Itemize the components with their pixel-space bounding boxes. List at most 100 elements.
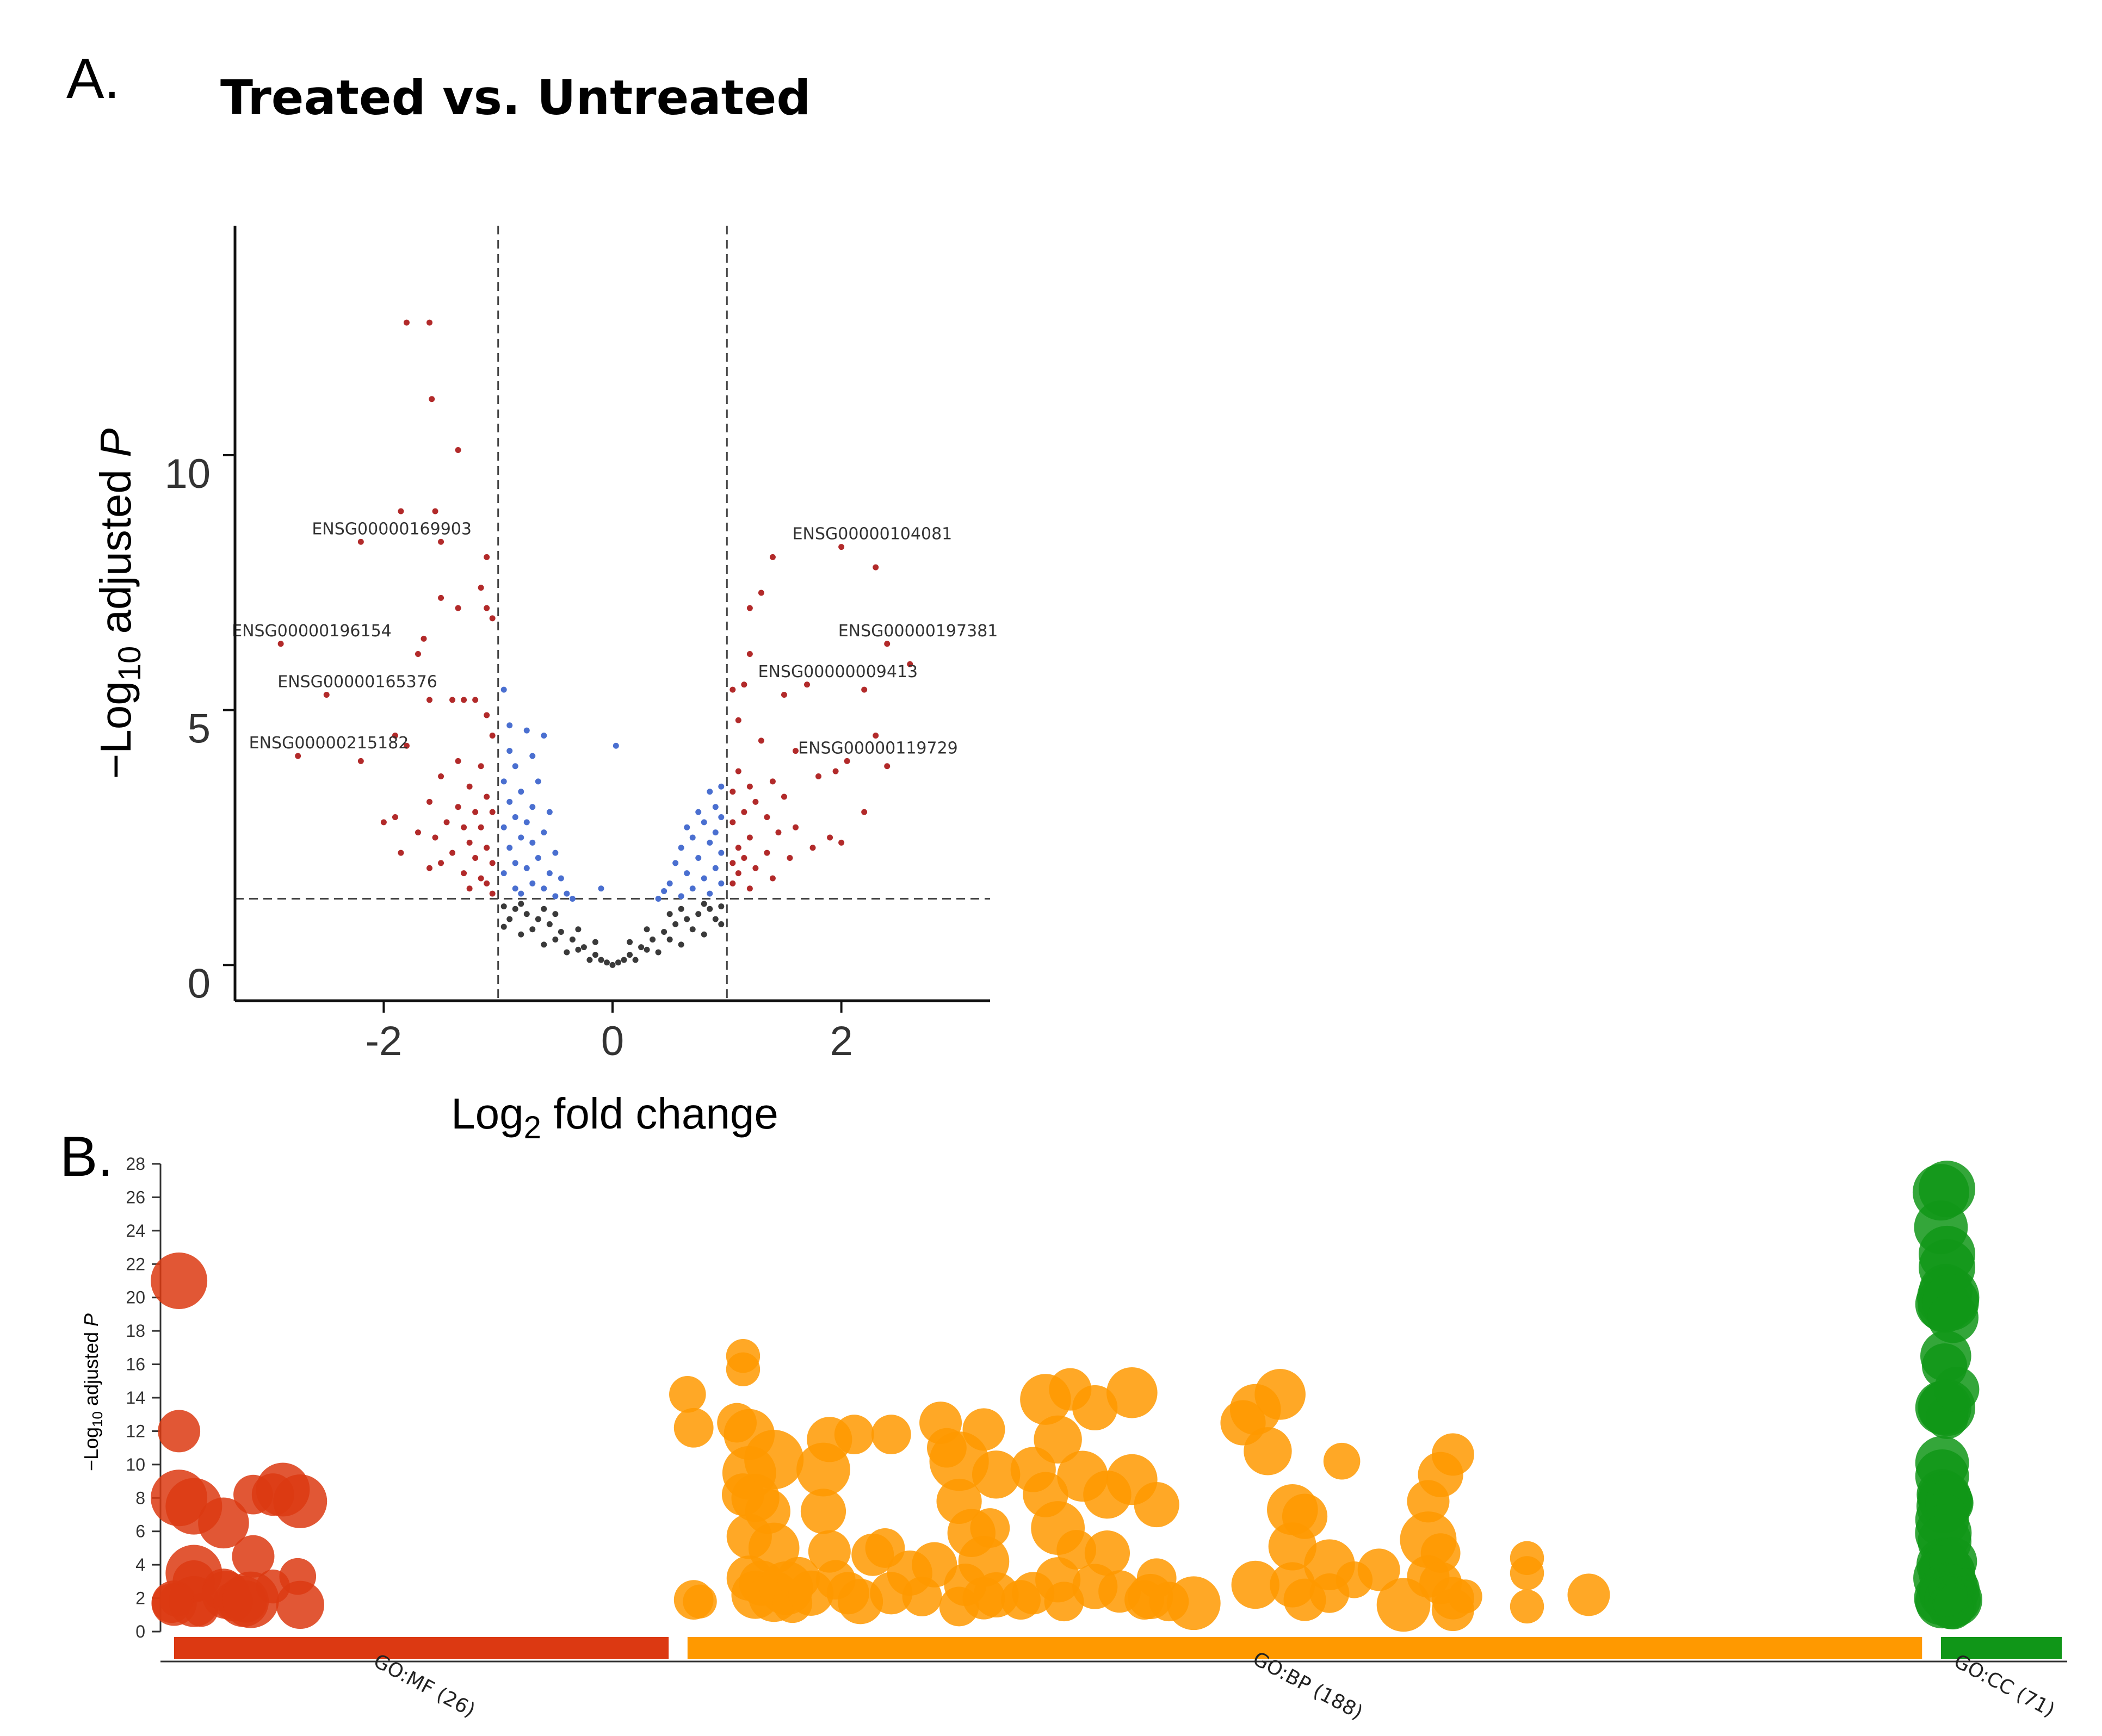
go-term-point-0-4: [198, 1497, 249, 1549]
volcano-point-p-only-37: [712, 804, 719, 810]
volcano-point-significant-26: [295, 753, 301, 759]
volcano-point-p-only-19: [506, 845, 513, 851]
volcano-point-significant-49: [461, 870, 467, 877]
volcano-point-significant-4: [398, 508, 404, 514]
volcano-point-not-significant-50: [627, 939, 633, 945]
manhattan-y-tick-label-0: 0: [135, 1622, 145, 1641]
volcano-point-p-only-39: [718, 814, 725, 820]
volcano-point-not-significant-18: [707, 906, 713, 912]
panel-a-label: A.: [66, 47, 120, 110]
category-label-1: GO:BP (188): [1249, 1648, 1367, 1725]
volcano-point-p-only-13: [512, 814, 518, 820]
volcano-point-significant-3: [455, 447, 461, 453]
go-term-point-0-1: [158, 1410, 201, 1453]
volcano-threshold-lines: [235, 226, 990, 1001]
volcano-point-significant-78: [815, 773, 822, 779]
go-term-point-1-79: [1244, 1427, 1292, 1475]
volcano-point-significant-27: [357, 758, 364, 764]
volcano-point-p-only-1: [506, 722, 513, 729]
volcano-point-p-only-9: [518, 789, 524, 795]
y-tick-label-1: 5: [188, 706, 211, 752]
go-term-point-1-77: [1231, 1560, 1279, 1609]
manhattan-y-tick-label-7: 14: [126, 1388, 145, 1408]
volcano-point-significant-16: [415, 651, 421, 657]
volcano-point-significant-44: [484, 845, 490, 851]
volcano-point-significant-30: [438, 773, 444, 779]
volcano-point-significant-64: [907, 661, 913, 667]
volcano-point-significant-63: [746, 651, 753, 657]
volcano-point-p-only-16: [541, 829, 547, 836]
volcano-point-significant-9: [478, 585, 484, 591]
volcano-point-p-only-29: [541, 885, 547, 892]
volcano-point-not-significant-12: [638, 944, 645, 951]
volcano-point-not-significant-44: [644, 926, 650, 933]
volcano-point-significant-77: [735, 768, 741, 774]
volcano-point-p-only-38: [695, 809, 702, 815]
volcano-point-significant-98: [787, 855, 793, 861]
volcano-point-significant-45: [449, 850, 456, 856]
gene-label-6: ENSG00000009413: [758, 662, 918, 681]
volcano-point-significant-35: [472, 809, 479, 815]
volcano-point-p-only-31: [518, 890, 524, 897]
volcano-point-significant-67: [861, 686, 868, 693]
manhattan-y-tick-label-2: 4: [135, 1555, 145, 1574]
go-term-point-1-105: [1567, 1573, 1610, 1616]
volcano-point-p-only-52: [666, 880, 673, 886]
volcano-point-not-significant-26: [644, 946, 650, 953]
go-term-point-1-3: [683, 1584, 717, 1619]
go-term-point-0-25: [152, 1583, 191, 1623]
volcano-point-p-only-40: [701, 819, 707, 826]
volcano-point-significant-85: [861, 809, 868, 815]
volcano-point-significant-60: [758, 590, 764, 596]
category-bar-2: [1940, 1637, 2062, 1659]
go-term-point-1-32: [871, 1415, 911, 1454]
volcano-point-significant-101: [769, 875, 776, 882]
volcano-point-significant-29: [478, 763, 484, 770]
volcano-point-significant-54: [380, 819, 387, 826]
volcano-point-not-significant-45: [518, 901, 524, 907]
volcano-point-significant-41: [415, 829, 421, 836]
volcano-point-significant-74: [844, 758, 850, 764]
go-term-point-1-45: [939, 1586, 979, 1627]
volcano-point-not-significant-8: [592, 952, 598, 958]
volcano-point-significant-23: [392, 733, 398, 739]
volcano-point-significant-17: [323, 692, 330, 698]
volcano-point-significant-70: [735, 717, 741, 723]
volcano-point-p-only-36: [707, 789, 713, 795]
manhattan-y-axis-label: −Log10 adjusted P: [80, 1313, 106, 1471]
volcano-point-not-significant-2: [523, 911, 530, 917]
volcano-point-significant-59: [873, 564, 879, 571]
volcano-point-significant-81: [729, 789, 736, 795]
volcano-point-significant-24: [489, 733, 496, 739]
go-term-point-0-23: [276, 1580, 325, 1629]
volcano-point-significant-2: [429, 396, 435, 402]
x-tick-label-2: 2: [830, 1018, 852, 1064]
volcano-point-p-only-46: [718, 850, 725, 856]
volcano-point-significant-82: [781, 793, 787, 800]
volcano-point-not-significant-9: [603, 959, 610, 966]
volcano-point-p-only-35: [718, 783, 725, 790]
volcano-point-not-significant-39: [718, 921, 725, 927]
volcano-point-p-only-3: [541, 733, 547, 739]
volcano-point-significant-91: [746, 834, 753, 841]
volcano-point-p-only-15: [500, 824, 507, 830]
volcano-point-p-only-26: [558, 875, 564, 882]
volcano-point-significant-71: [873, 733, 879, 739]
volcano-point-significant-57: [838, 544, 845, 550]
volcano-point-p-only-20: [552, 850, 559, 856]
volcano-point-not-significant-36: [655, 949, 661, 956]
go-term-point-1-66: [1084, 1530, 1130, 1576]
volcano-point-significant-56: [438, 860, 444, 866]
volcano-point-not-significant-24: [598, 957, 604, 963]
volcano-point-p-only-10: [506, 798, 513, 805]
go-term-point-1-101: [1448, 1579, 1482, 1614]
manhattan-category-labels: GO:MF (26) GO:BP (188) GO:CC (71): [370, 1648, 2058, 1725]
category-bar-1: [687, 1637, 1922, 1659]
volcano-point-not-significant-25: [621, 957, 627, 963]
volcano-plot: ENSG00000169903 ENSG00000196154 ENSG000001…: [91, 226, 998, 1145]
volcano-point-significant-84: [741, 809, 747, 815]
go-term-point-1-56: [1034, 1415, 1082, 1464]
gene-label-3: ENSG00000215182: [249, 734, 409, 753]
